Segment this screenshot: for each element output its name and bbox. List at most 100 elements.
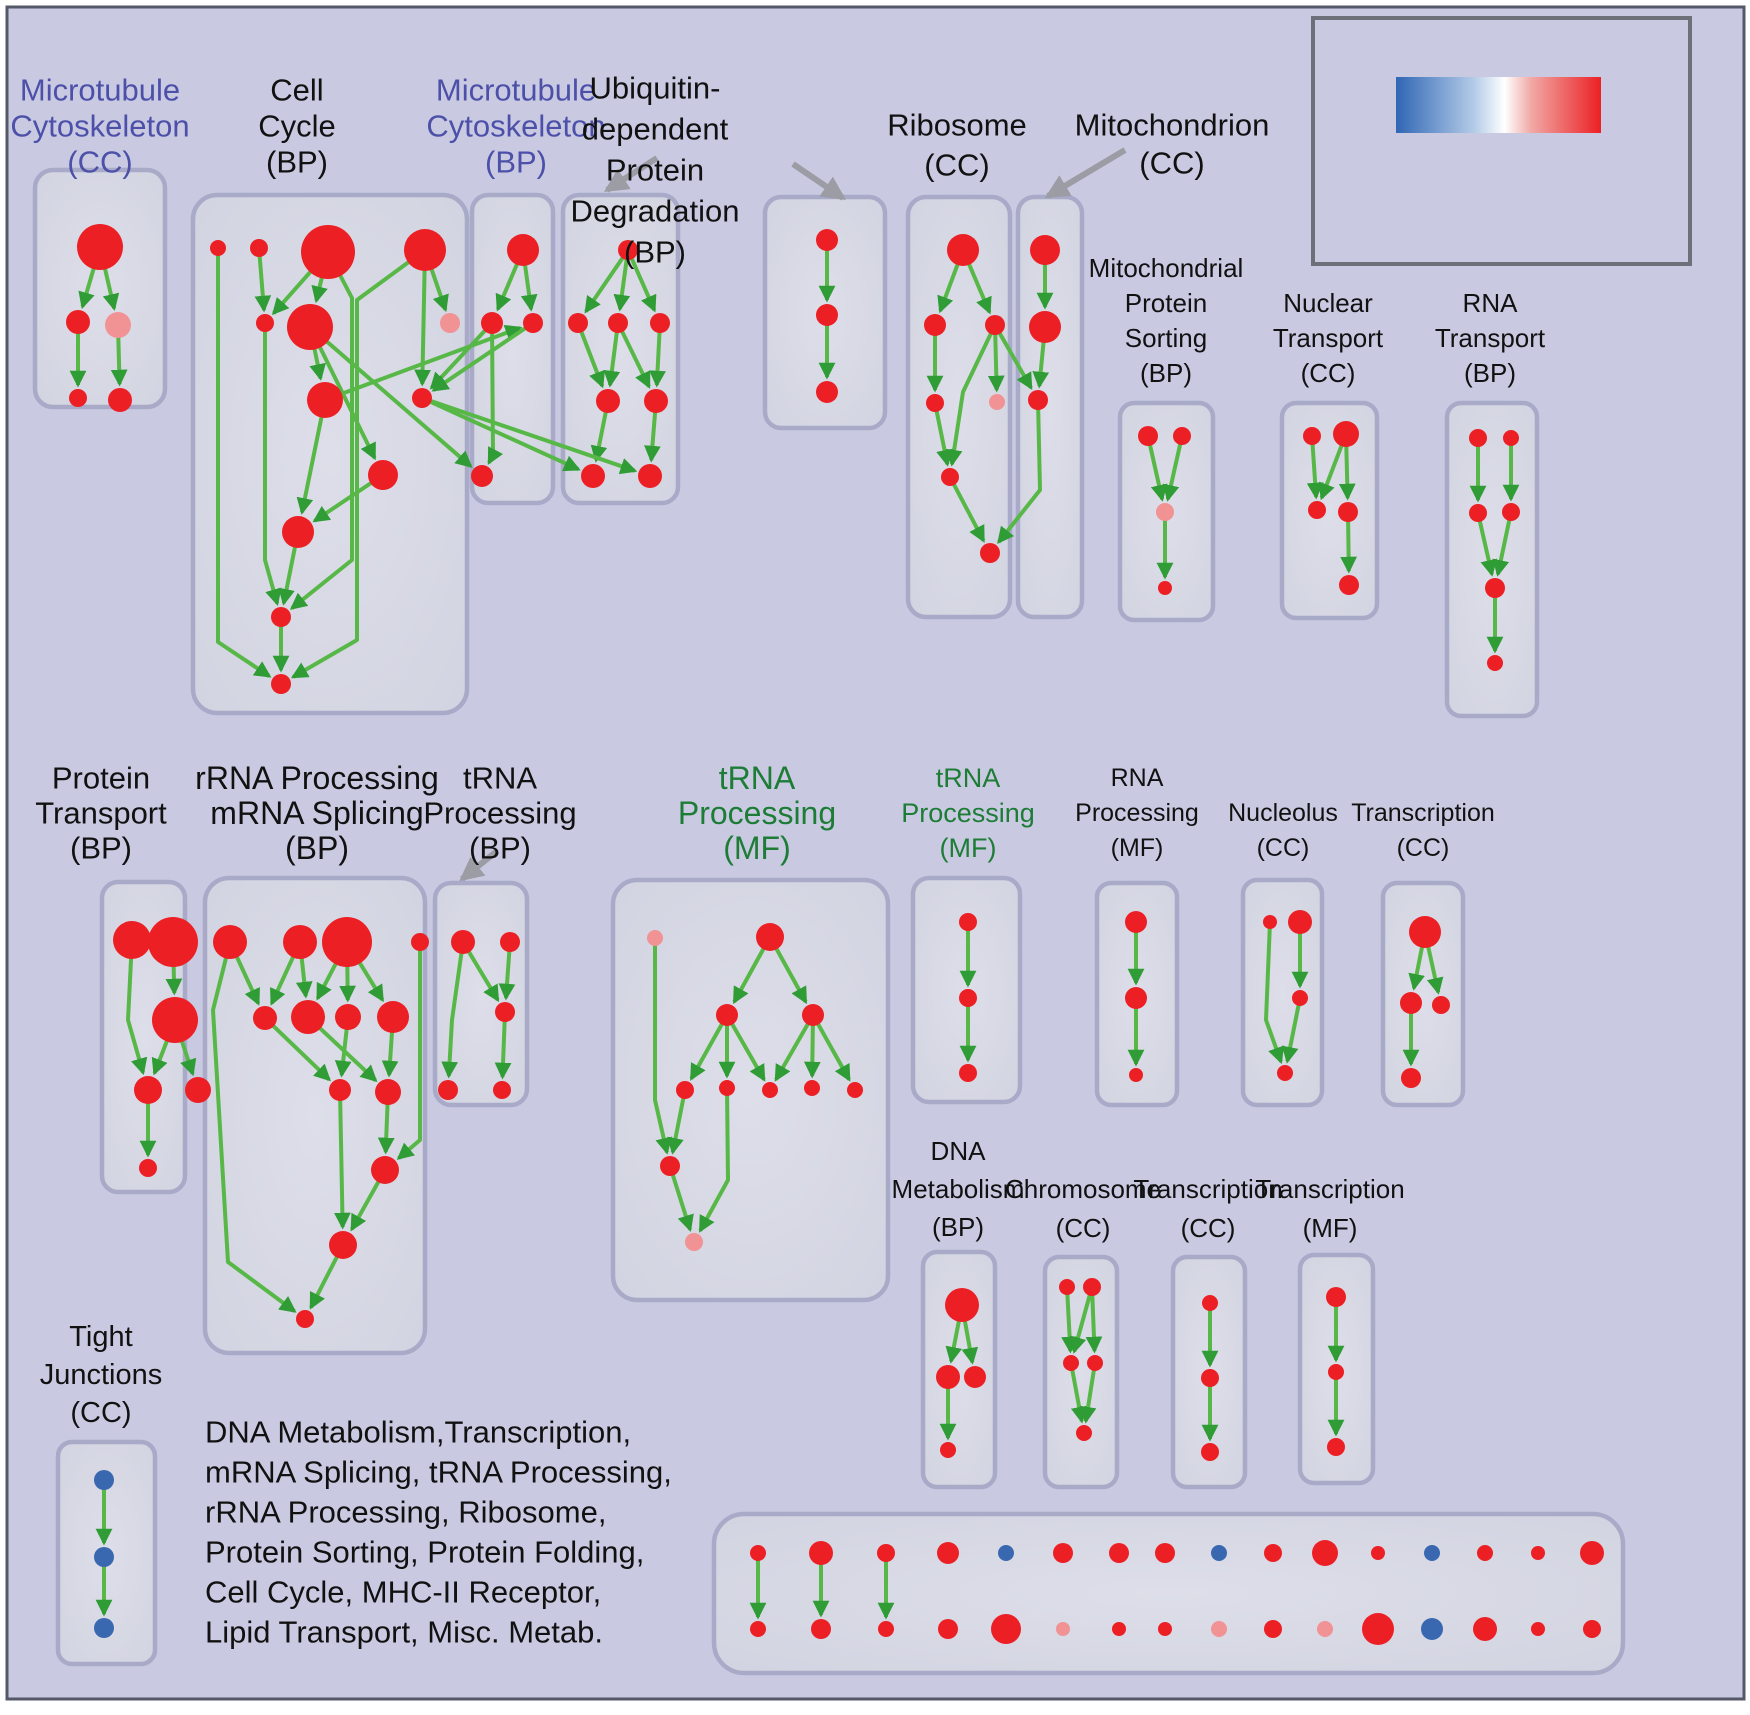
edge-arrow [613,255,631,312]
go-term-node-red [283,925,317,959]
cluster-title-dna-metab-bp: Metabolism [892,1174,1025,1204]
edge-arrow [945,1314,963,1364]
cluster-title-trna-mf-sm: (MF) [940,833,997,863]
go-term-node-red [816,381,838,403]
go-term-node-red [1477,1545,1493,1561]
cluster-title-nuclear-transport-cc: (CC) [1301,358,1356,388]
edge-arrow [431,324,530,392]
go-term-node-red [411,933,429,951]
go-term-node-pink [685,1233,703,1251]
go-term-node-red [1201,1443,1219,1461]
edge-arrow [945,329,995,467]
go-term-node-red [1087,1355,1103,1371]
cluster-box-misc-grid [711,1511,1626,1676]
go-term-node-red [493,1081,511,1099]
go-term-node-red [1264,1620,1282,1638]
go-term-node-pink [440,313,460,333]
go-term-node-red [1583,1620,1601,1638]
cluster-title-protein-transport-bp: (BP) [70,831,132,866]
edge-arrow [937,258,962,314]
edge-arrow [774,1019,812,1082]
go-term-node-red [1469,504,1487,522]
edge-arrow [1338,441,1356,501]
edge-arrow [1408,941,1426,991]
go-term-node-red [964,1366,986,1388]
edge-arrow [950,480,986,543]
go-term-node-red [959,989,977,1007]
go-term-node-red [287,304,333,350]
go-term-node-blue [1424,1545,1440,1561]
edge-arrow [1032,336,1050,389]
edge-arrow [578,327,605,389]
go-term-node-red [959,1064,977,1082]
go-term-node-red [959,913,977,931]
cluster-title-trna-mf-lg: tRNA [719,760,796,796]
go-term-node-red [1083,1278,1101,1296]
go-term-node-red [185,1077,211,1103]
edge-arrow [110,332,128,387]
cluster-title-nucleolus-cc: (CC) [1257,834,1310,862]
cluster-title-tight-junctions-cc: Tight [69,1321,132,1353]
go-term-node-red [1400,992,1422,1014]
go-term-node-red [1473,1617,1497,1641]
edge-arrow [961,1314,979,1365]
go-term-node-red [256,314,274,332]
go-term-node-blue [1421,1618,1443,1640]
go-term-node-red [1485,578,1505,598]
go-term-node-red [500,932,520,952]
go-term-node-red [301,225,355,279]
go-term-node-red [804,1080,820,1096]
cluster-title-rna-transport-bp: Transport [1435,323,1546,353]
go-term-node-red [1502,503,1520,521]
cluster-title-mt-cyto-bp: Cytoskeleton [426,109,605,144]
cluster-title-ribosome-cc: (CC) [924,148,989,183]
cluster-box-mt-cyto-cc [32,167,168,410]
cluster-title-tight-junctions-cc: (CC) [70,1397,131,1429]
annotation-text: Lipid Transport, Misc. Metab. [205,1615,603,1650]
cluster-title-chromosome-cc: (CC) [1056,1213,1111,1243]
edge-arrow [772,943,808,1005]
edge-arrow [1340,517,1358,574]
go-term-node-red [1362,1613,1394,1645]
cluster-title-mitochondrion-cc: Mitochondrion [1075,108,1270,143]
go-term-node-red [878,1621,894,1637]
edge-arrow [269,950,298,1006]
go-term-node-red [371,1156,399,1184]
go-term-node-red [926,394,944,412]
pointer-arrow-icon [459,848,499,882]
go-term-node-red [108,388,132,412]
edge-arrow [934,407,953,467]
go-term-node-red [438,1080,458,1100]
go-term-node-red [1409,916,1441,948]
cluster-title-transcription-cc-a: (CC) [1397,834,1450,862]
go-term-node-red [1503,430,1519,446]
go-term-node-red [719,1080,735,1096]
annotation-text: Protein Sorting, Protein Folding, [205,1535,644,1570]
go-term-node-red [650,313,670,333]
go-term-node-blue [1211,1545,1227,1561]
go-term-node-red [523,313,543,333]
edge-arrow [520,259,538,312]
go-term-node-red [811,1619,831,1639]
edge-arrow [381,1026,399,1078]
go-term-node-red [1338,502,1358,522]
edge-arrow [1425,940,1444,995]
go-term-node-blue [94,1618,114,1638]
edge-arrow [1492,516,1512,577]
go-term-node-red [210,240,226,256]
go-term-node-red [1401,1068,1421,1088]
edge-arrow [487,329,504,465]
edge-arrow [494,1017,512,1080]
go-term-node-red [1487,655,1503,671]
go-term-node-red [937,1542,959,1564]
go-term-node-red [809,1541,833,1565]
pointer-arrow-icon [603,155,659,193]
cluster-title-cell-cycle-bp: (BP) [266,145,328,180]
go-term-node-red [213,925,247,959]
edge-arrow [216,252,272,678]
go-term-node-red [495,1002,515,1022]
cluster-title-mito-sorting-bp: (BP) [1140,358,1192,388]
edge-arrow [1318,440,1346,501]
go-term-node-pink [1156,503,1174,521]
edge-arrow [314,338,377,461]
